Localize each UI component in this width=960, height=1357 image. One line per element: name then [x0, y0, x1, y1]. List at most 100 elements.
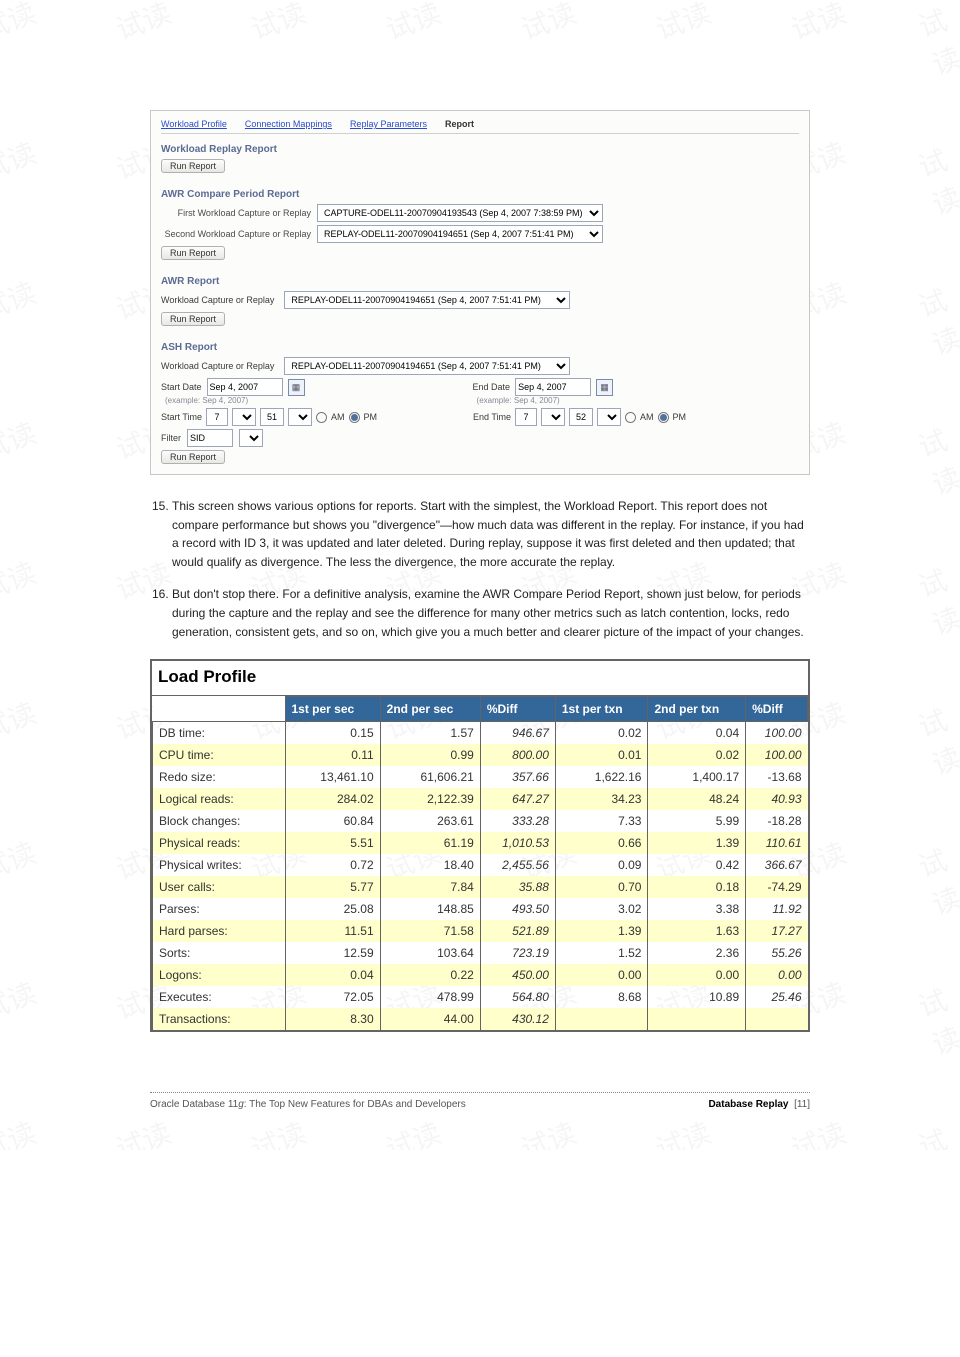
start-min-input[interactable] — [260, 408, 284, 426]
table-cell: 647.27 — [480, 788, 555, 810]
table-cell: Parses: — [153, 898, 286, 920]
table-cell: Transactions: — [153, 1008, 286, 1030]
table-cell: 263.61 — [380, 810, 480, 832]
table-row: Transactions:8.3044.00430.12 — [153, 1008, 808, 1030]
table-cell: 1.39 — [555, 920, 648, 942]
am-label: AM — [331, 412, 345, 422]
start-am-radio[interactable] — [316, 412, 327, 423]
table-cell: 34.23 — [555, 788, 648, 810]
step-15: This screen shows various options for re… — [172, 497, 810, 571]
awr-capture-select[interactable]: REPLAY-ODEL11-20070904194651 (Sep 4, 200… — [284, 291, 570, 309]
ash-capture-select[interactable]: REPLAY-ODEL11-20070904194651 (Sep 4, 200… — [284, 357, 570, 375]
table-cell: 478.99 — [380, 986, 480, 1008]
end-am-radio[interactable] — [625, 412, 636, 423]
table-cell: 72.05 — [285, 986, 380, 1008]
footer-right-a: Database Replay — [708, 1099, 788, 1110]
end-min-sel[interactable] — [597, 408, 621, 426]
table-cell: Physical reads: — [153, 832, 286, 854]
end-time-label: End Time — [473, 412, 511, 422]
table-cell: 48.24 — [648, 788, 746, 810]
table-cell: 0.00 — [746, 964, 808, 986]
table-cell: 800.00 — [480, 744, 555, 766]
table-cell: 1,622.16 — [555, 766, 648, 788]
table-cell: 18.40 — [380, 854, 480, 876]
end-pm-radio[interactable] — [658, 412, 669, 423]
table-cell: Physical writes: — [153, 854, 286, 876]
tab-workload-profile[interactable]: Workload Profile — [161, 119, 227, 129]
table-cell — [555, 1008, 648, 1030]
step-16: But don't stop there. For a definitive a… — [172, 585, 810, 641]
calendar-icon[interactable]: ▦ — [596, 379, 613, 396]
table-cell: 0.11 — [285, 744, 380, 766]
table-cell: Logons: — [153, 964, 286, 986]
table-row: Physical reads:5.5161.191,010.530.661.39… — [153, 832, 808, 854]
lp-header: 1st per txn — [555, 697, 648, 722]
table-row: Block changes:60.84263.61333.287.335.99-… — [153, 810, 808, 832]
end-hour-input[interactable] — [515, 408, 537, 426]
table-cell: 333.28 — [480, 810, 555, 832]
first-capture-select[interactable]: CAPTURE-ODEL11-20070904193543 (Sep 4, 20… — [317, 204, 603, 222]
table-row: DB time:0.151.57946.670.020.04100.00 — [153, 722, 808, 745]
table-cell: 0.18 — [648, 876, 746, 898]
lp-header: %Diff — [480, 697, 555, 722]
start-time-label: Start Time — [161, 412, 202, 422]
table-cell: 11.51 — [285, 920, 380, 942]
lp-header: 2nd per txn — [648, 697, 746, 722]
section-awr-report: AWR Report — [161, 276, 799, 287]
lp-header — [153, 697, 286, 722]
end-min-input[interactable] — [569, 408, 593, 426]
table-cell: 7.33 — [555, 810, 648, 832]
table-cell: 946.67 — [480, 722, 555, 745]
start-hour-input[interactable] — [206, 408, 228, 426]
run-report-button-1[interactable]: Run Report — [161, 159, 225, 173]
table-cell: 284.02 — [285, 788, 380, 810]
reports-panel: Workload Profile Connection Mappings Rep… — [150, 110, 810, 475]
filter-select[interactable] — [239, 429, 263, 447]
start-min-sel[interactable] — [288, 408, 312, 426]
table-row: User calls:5.777.8435.880.700.18-74.29 — [153, 876, 808, 898]
table-cell: 1,400.17 — [648, 766, 746, 788]
table-row: Redo size:13,461.1061,606.21357.661,622.… — [153, 766, 808, 788]
table-cell: Block changes: — [153, 810, 286, 832]
table-cell: 100.00 — [746, 744, 808, 766]
table-row: Physical writes:0.7218.402,455.560.090.4… — [153, 854, 808, 876]
table-cell: 0.04 — [285, 964, 380, 986]
table-cell: 0.00 — [555, 964, 648, 986]
table-cell: 17.27 — [746, 920, 808, 942]
second-capture-select[interactable]: REPLAY-ODEL11-20070904194651 (Sep 4, 200… — [317, 225, 603, 243]
filter-input[interactable] — [187, 429, 233, 447]
end-hour-sel[interactable] — [541, 408, 565, 426]
calendar-icon[interactable]: ▦ — [288, 379, 305, 396]
first-capture-label: First Workload Capture or Replay — [161, 208, 311, 218]
table-cell: 521.89 — [480, 920, 555, 942]
start-date-input[interactable] — [207, 378, 283, 396]
table-cell: 5.99 — [648, 810, 746, 832]
table-cell: 2.36 — [648, 942, 746, 964]
table-cell: 493.50 — [480, 898, 555, 920]
lp-header: %Diff — [746, 697, 808, 722]
start-hour-sel[interactable] — [232, 408, 256, 426]
end-date-input[interactable] — [515, 378, 591, 396]
table-cell: 8.30 — [285, 1008, 380, 1030]
table-cell: 0.70 — [555, 876, 648, 898]
table-cell — [746, 1008, 808, 1030]
tab-connection-mappings[interactable]: Connection Mappings — [245, 119, 332, 129]
table-cell: -13.68 — [746, 766, 808, 788]
tab-report[interactable]: Report — [445, 119, 474, 129]
tab-replay-parameters[interactable]: Replay Parameters — [350, 119, 427, 129]
table-cell: 366.67 — [746, 854, 808, 876]
run-report-button-3[interactable]: Run Report — [161, 312, 225, 326]
run-report-button-2[interactable]: Run Report — [161, 246, 225, 260]
table-cell: 12.59 — [285, 942, 380, 964]
table-cell: Executes: — [153, 986, 286, 1008]
end-date-label: End Date — [473, 382, 511, 392]
table-cell: 0.42 — [648, 854, 746, 876]
table-cell: 71.58 — [380, 920, 480, 942]
table-cell: 25.46 — [746, 986, 808, 1008]
table-cell: User calls: — [153, 876, 286, 898]
footer-left-a: Oracle Database 11 — [150, 1099, 238, 1110]
start-pm-radio[interactable] — [349, 412, 360, 423]
table-cell: 1.39 — [648, 832, 746, 854]
table-cell: 357.66 — [480, 766, 555, 788]
run-report-button-4[interactable]: Run Report — [161, 450, 225, 464]
